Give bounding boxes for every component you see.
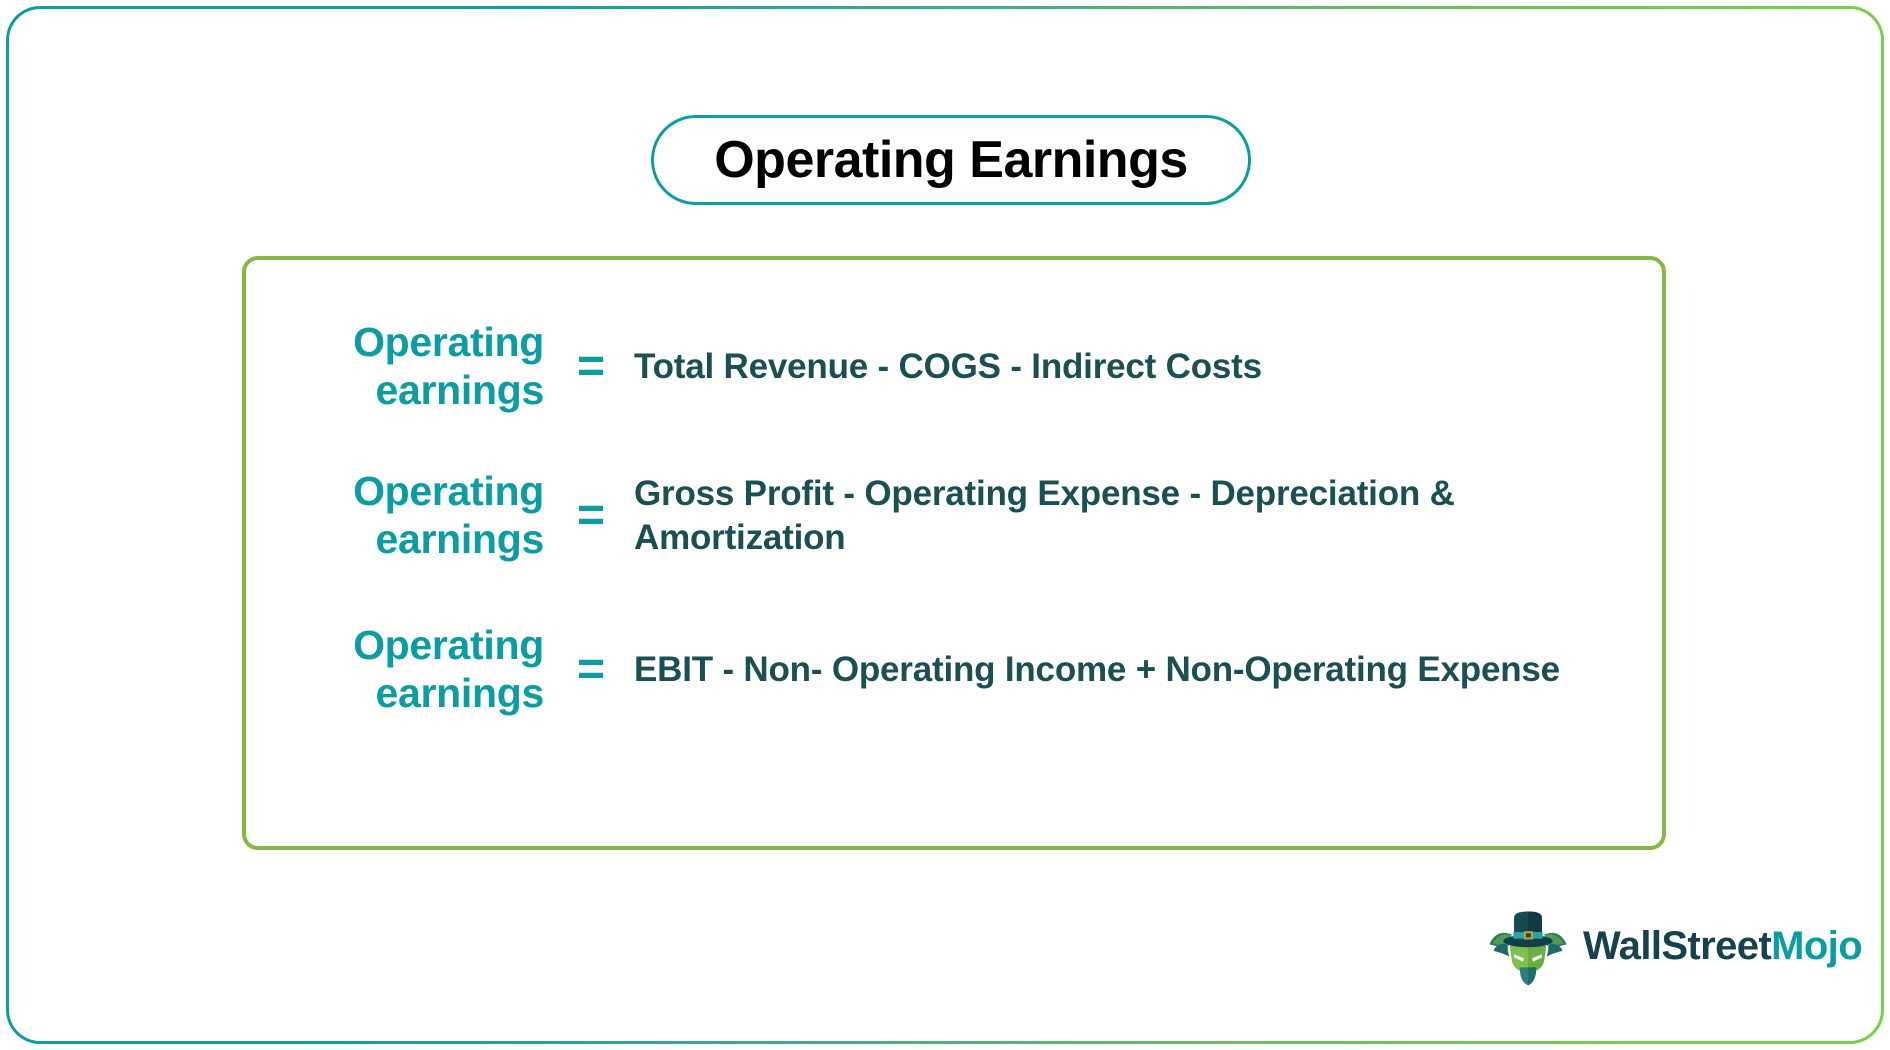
formula-row: Operating earnings = EBIT - Non- Operati…	[246, 610, 1662, 730]
formula-left-term: Operating earnings	[353, 622, 544, 716]
page-title: Operating Earnings	[714, 131, 1188, 189]
formula-box: Operating earnings = Total Revenue - COG…	[242, 256, 1666, 850]
equals-icon: =	[576, 340, 606, 393]
formula-row: Operating earnings = Total Revenue - COG…	[246, 312, 1662, 422]
formula-right-expression: EBIT - Non- Operating Income + Non-Opera…	[634, 649, 1560, 689]
formula-left-term: Operating earnings	[353, 319, 544, 413]
brand-logo: WallStreetMojo	[1487, 905, 1863, 987]
brand-word-primary: WallStreet	[1583, 924, 1772, 968]
infographic-card: Operating Earnings Operating earnings = …	[6, 6, 1884, 1044]
formula-right-expression: Gross Profit - Operating Expense - Depre…	[634, 473, 1455, 557]
card-inner-surface: Operating Earnings Operating earnings = …	[9, 9, 1881, 1041]
formula-list: Operating earnings = Total Revenue - COG…	[246, 312, 1662, 730]
equals-icon: =	[576, 643, 606, 696]
formula-right-expression: Total Revenue - COGS - Indirect Costs	[634, 346, 1262, 386]
equals-icon: =	[576, 489, 606, 542]
formula-left-term: Operating earnings	[353, 468, 544, 562]
formula-row: Operating earnings = Gross Profit - Oper…	[246, 456, 1662, 576]
page-title-pill: Operating Earnings	[651, 115, 1251, 205]
brand-word-accent: Mojo	[1771, 924, 1863, 968]
wallstreetmojo-bull-icon	[1489, 911, 1567, 986]
brand-wordmark: WallStreetMojo	[1583, 924, 1863, 968]
